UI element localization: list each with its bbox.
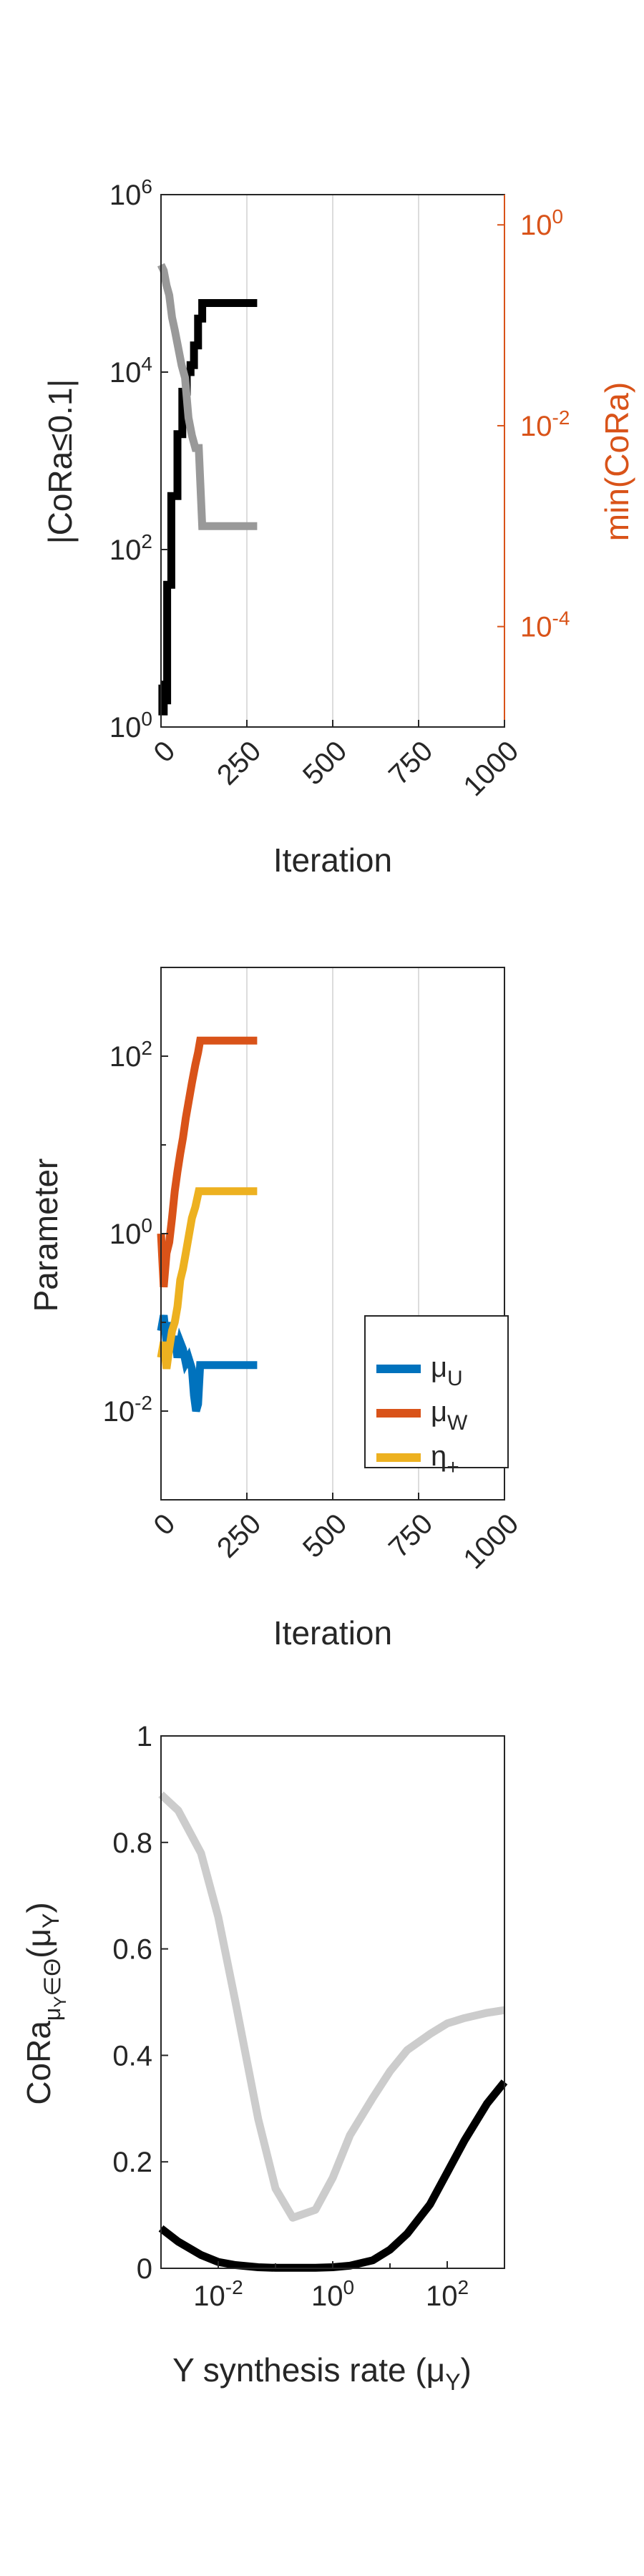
p1-right-y-axis-label: min(CoRa) bbox=[598, 382, 635, 541]
p3-x-ticks: 10-2 100 102 bbox=[160, 2261, 505, 2312]
p2-x-axis-label: Iteration bbox=[273, 1614, 392, 1652]
p1-ytick-label-4: 104 bbox=[109, 353, 152, 389]
p1-ytick-label-0: 100 bbox=[109, 708, 152, 743]
p1-right-ytick-label--4: 10-4 bbox=[520, 608, 570, 643]
legend-text-mu-u: μU bbox=[431, 1352, 463, 1390]
legend-entry-mu-u: μU bbox=[376, 1352, 463, 1390]
p3-y-axis-label: CoRaμY∈Θ(μY) bbox=[20, 1902, 70, 2104]
p2-y-axis-label: Parameter bbox=[27, 1158, 64, 1312]
p1-left-ticks: 100 102 104 106 bbox=[109, 175, 168, 743]
legend-entry-mu-w: μW bbox=[376, 1396, 468, 1435]
p3-xtick-label-0: 100 bbox=[311, 2276, 354, 2312]
p2-ytick-label-0: 100 bbox=[109, 1214, 152, 1250]
p1-series-min-cora-line bbox=[157, 263, 258, 530]
legend-entry-eta-plus: η+ bbox=[376, 1440, 459, 1479]
p1-series-count-line bbox=[158, 299, 258, 716]
p3-ytick-label-0.4: 0.4 bbox=[112, 2040, 152, 2072]
p1-x-axis-label: Iteration bbox=[273, 841, 392, 879]
p1-series-group bbox=[157, 263, 258, 716]
p1-ytick-label-6: 106 bbox=[109, 175, 152, 211]
p2-ytick-label-2: 102 bbox=[109, 1037, 152, 1073]
panel-bottom: 0 0.2 0.4 0.6 0.8 1 10-2 100 102 Y synthesis ra… bbox=[20, 1721, 508, 2395]
p3-ytick-label-0.6: 0.6 bbox=[112, 1934, 152, 1966]
p2-series-mu-u-line bbox=[157, 1314, 258, 1413]
p1-right-ticks: 10-4 10-2 100 bbox=[497, 205, 570, 643]
p3-ytick-label-0.8: 0.8 bbox=[112, 1828, 152, 1859]
p2-series-eta-plus-line bbox=[157, 1187, 258, 1370]
p2-legend-box bbox=[364, 1315, 509, 1468]
legend-text-eta-plus: η+ bbox=[431, 1440, 459, 1479]
p3-series-gray-line bbox=[158, 1791, 505, 2222]
p3-y-ticks: 0 0.2 0.4 0.6 0.8 1 bbox=[112, 1721, 168, 2285]
p2-legend: μU μW η+ bbox=[364, 1315, 509, 1479]
p3-ytick-label-1: 1 bbox=[137, 1721, 152, 1752]
p3-ytick-label-0.2: 0.2 bbox=[112, 2147, 152, 2178]
p2-series-mu-w-line bbox=[157, 1036, 258, 1288]
p2-left-ticks: 10-2 100 102 bbox=[103, 967, 168, 1501]
p3-x-axis-label: Y synthesis rate (μY) bbox=[172, 2351, 472, 2395]
p2-series-group bbox=[157, 1036, 258, 1413]
p3-xtick-label--2: 10-2 bbox=[193, 2276, 243, 2312]
legend-text-mu-w: μW bbox=[431, 1396, 468, 1435]
p1-y-axis-label: |CoRa≤0.1| bbox=[42, 379, 79, 545]
p1-right-ytick-label-0: 100 bbox=[520, 205, 563, 241]
p1-right-ytick-label--2: 10-2 bbox=[520, 406, 570, 442]
p3-xtick-label-2: 102 bbox=[426, 2276, 469, 2312]
p1-gridlines bbox=[246, 195, 419, 727]
p2-ytick-label--2: 10-2 bbox=[103, 1392, 152, 1428]
p3-ytick-label-0: 0 bbox=[137, 2253, 152, 2285]
p1-ytick-label-2: 102 bbox=[109, 530, 152, 566]
